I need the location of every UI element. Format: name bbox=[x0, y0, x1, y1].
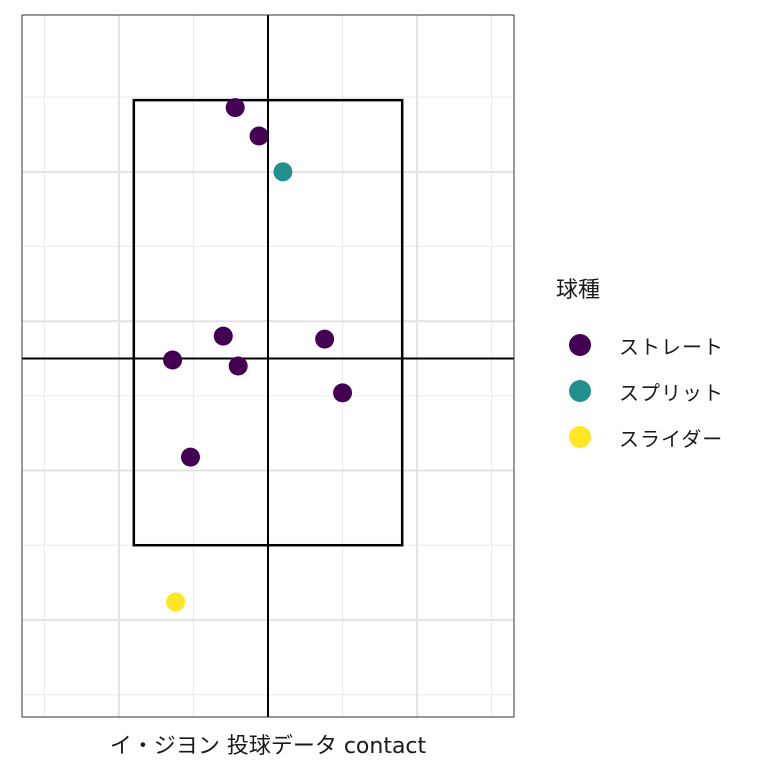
data-point bbox=[225, 98, 245, 118]
data-point bbox=[315, 329, 335, 349]
panel-border bbox=[21, 14, 515, 718]
data-point bbox=[228, 356, 248, 376]
legend-label: スプリット bbox=[619, 380, 724, 405]
data-point bbox=[180, 447, 200, 467]
strike-zone bbox=[132, 98, 404, 547]
legend-title: 球種 bbox=[556, 278, 601, 303]
data-point bbox=[273, 162, 293, 182]
legend-swatch bbox=[569, 334, 591, 356]
legend-item: スプリット bbox=[556, 368, 724, 414]
data-point bbox=[249, 126, 269, 146]
center-lines bbox=[22, 15, 514, 717]
data-points bbox=[163, 98, 353, 612]
legend: 球種 ストレートスプリットスライダー bbox=[556, 272, 724, 460]
data-point bbox=[163, 350, 183, 370]
legend-item: スライダー bbox=[556, 414, 724, 460]
legend-swatch bbox=[569, 380, 591, 402]
legend-swatch bbox=[569, 426, 591, 448]
data-point bbox=[166, 592, 186, 612]
x-axis-label: イ・ジヨン 投球データ contact bbox=[110, 734, 427, 759]
legend-label: スライダー bbox=[619, 426, 724, 451]
legend-items: ストレートスプリットスライダー bbox=[556, 322, 724, 460]
legend-label: ストレート bbox=[619, 334, 724, 359]
legend-item: ストレート bbox=[556, 322, 724, 368]
data-point bbox=[333, 383, 353, 403]
data-point bbox=[213, 326, 233, 346]
strike-zone-box bbox=[132, 98, 404, 547]
